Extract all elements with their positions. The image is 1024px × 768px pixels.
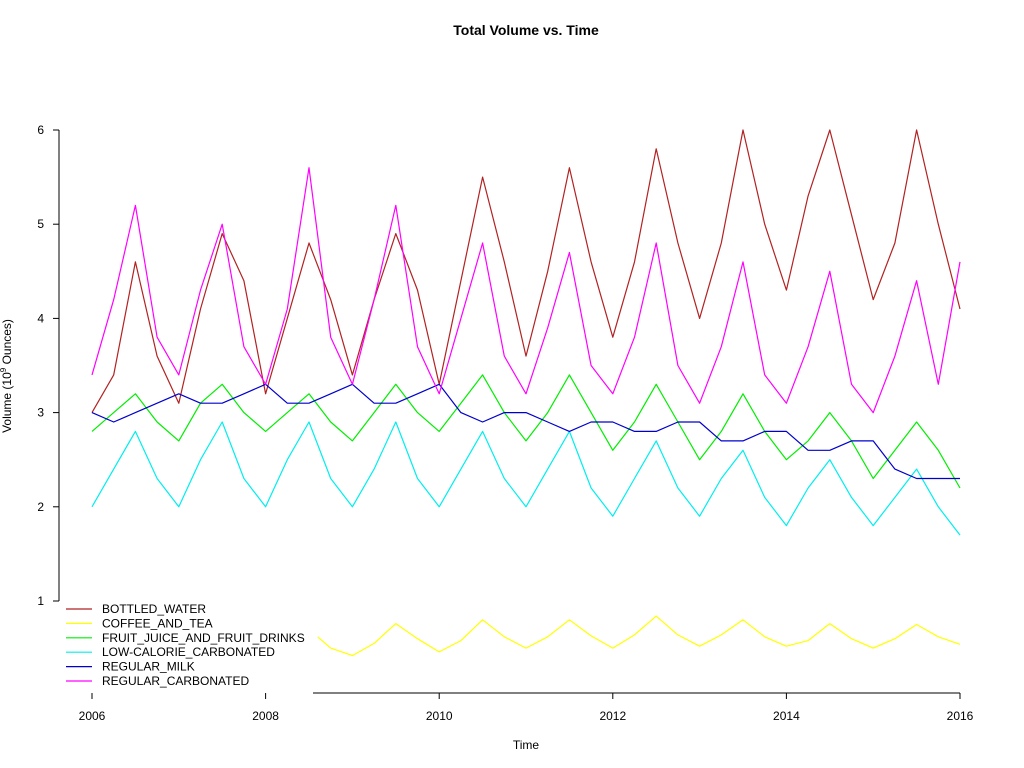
- x-tick-label: 2010: [426, 709, 453, 723]
- x-tick-label: 2012: [599, 709, 626, 723]
- y-axis-title-prefix: Volume (10: [0, 372, 14, 433]
- series-layer: [91, 129, 961, 657]
- series-line-5: [91, 167, 961, 414]
- legend: BOTTLED_WATERCOFFEE_AND_TEAFRUIT_JUICE_A…: [66, 602, 305, 688]
- y-tick-label: 2: [37, 500, 44, 514]
- legend-label-4: REGULAR_MILK: [102, 660, 195, 674]
- y-axis-ticks: 1 2 3 4 5 6: [37, 123, 59, 608]
- x-axis-ticks: 2006 2008 2010 2012 2014 2016: [79, 693, 974, 723]
- y-tick-label: 3: [37, 406, 44, 420]
- x-tick-label: 2016: [947, 709, 974, 723]
- series-line-4: [91, 383, 960, 480]
- legend-label-0: BOTTLED_WATER: [102, 602, 206, 616]
- series-line-0: [91, 129, 961, 413]
- legend-label-1: COFFEE_AND_TEA: [102, 616, 213, 630]
- chart-title: Total Volume vs. Time: [453, 22, 599, 38]
- y-tick-label: 5: [37, 217, 44, 231]
- legend-label-5: REGULAR_CARBONATED: [102, 674, 249, 688]
- x-tick-label: 2008: [252, 709, 279, 723]
- y-tick-label: 4: [37, 311, 44, 325]
- y-axis-title-suffix: Ounces): [0, 319, 14, 368]
- x-tick-label: 2006: [79, 709, 106, 723]
- series-line-2: [91, 374, 961, 489]
- y-tick-label: 1: [37, 594, 44, 608]
- series-line-1: [317, 615, 961, 657]
- y-axis-title: Volume (109 Ounces): [0, 319, 14, 433]
- x-tick-label: 2014: [773, 709, 800, 723]
- y-tick-label: 6: [37, 123, 44, 137]
- x-axis-title: Time: [513, 738, 540, 752]
- legend-label-3: LOW-CALORIE_CARBONATED: [102, 645, 275, 659]
- y-axis-title-exponent: 9: [0, 367, 8, 372]
- series-line-3: [91, 421, 961, 536]
- legend-label-2: FRUIT_JUICE_AND_FRUIT_DRINKS: [102, 631, 305, 645]
